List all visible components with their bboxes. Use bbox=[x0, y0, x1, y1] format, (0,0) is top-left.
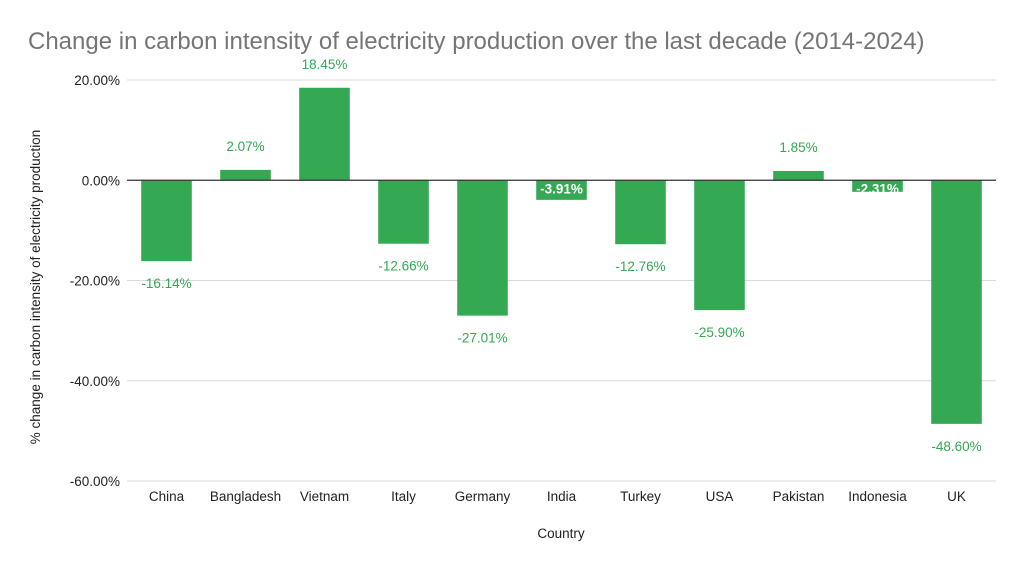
y-tick-label: -60.00% bbox=[70, 474, 120, 489]
bar-india bbox=[536, 180, 587, 200]
x-axis-title: Country bbox=[537, 526, 585, 541]
x-tick-label: Pakistan bbox=[773, 489, 825, 504]
bar-bangladesh bbox=[220, 169, 271, 181]
bar-vietnam bbox=[299, 87, 350, 181]
y-tick-label: -20.00% bbox=[70, 274, 120, 289]
bar-germany bbox=[457, 180, 508, 316]
bar-uk bbox=[931, 180, 982, 424]
x-tick-label: Germany bbox=[455, 489, 511, 504]
bar-indonesia bbox=[852, 180, 903, 192]
data-label: -25.90% bbox=[694, 325, 744, 340]
bars bbox=[141, 87, 982, 424]
chart-title: Change in carbon intensity of electricit… bbox=[28, 28, 925, 55]
gridlines bbox=[127, 79, 996, 482]
data-label: 1.85% bbox=[779, 140, 817, 155]
y-tick-label: 20.00% bbox=[74, 73, 120, 88]
x-tick-label: Bangladesh bbox=[210, 489, 281, 504]
y-tick-label: 0.00% bbox=[82, 173, 120, 188]
data-label: -48.60% bbox=[931, 439, 981, 454]
x-tick-label: Indonesia bbox=[848, 489, 907, 504]
x-tick-label: China bbox=[149, 489, 185, 504]
data-labels: -16.14% 2.07% 18.45% -12.66% -27.01% -3.91% -1… bbox=[141, 57, 981, 454]
bar-pakistan bbox=[773, 170, 824, 181]
bar-turkey bbox=[615, 180, 666, 245]
data-label: -12.76% bbox=[615, 259, 665, 274]
data-label: 18.45% bbox=[302, 57, 348, 72]
x-tick-label: Vietnam bbox=[300, 489, 349, 504]
bar-italy bbox=[378, 180, 429, 244]
data-label: -16.14% bbox=[141, 276, 191, 291]
y-axis-title: % change in carbon intensity of electric… bbox=[28, 130, 43, 444]
data-label: -27.01% bbox=[457, 331, 507, 346]
y-axis-ticks: 20.00% 0.00% -20.00% -40.00% -60.00% bbox=[70, 73, 120, 489]
x-tick-label: UK bbox=[947, 489, 966, 504]
bar-usa bbox=[694, 180, 745, 311]
y-tick-label: -40.00% bbox=[70, 374, 120, 389]
x-tick-label: Italy bbox=[391, 489, 416, 504]
x-axis-ticks: China Bangladesh Vietnam Italy Germany India T… bbox=[149, 489, 966, 504]
data-label: -3.91% bbox=[540, 181, 583, 196]
data-label: -12.66% bbox=[378, 259, 428, 274]
x-tick-label: USA bbox=[706, 489, 734, 504]
data-label: 2.07% bbox=[226, 139, 264, 154]
bar-china bbox=[141, 180, 192, 262]
x-tick-label: Turkey bbox=[620, 489, 661, 504]
data-label: -2.31% bbox=[856, 181, 899, 196]
x-tick-label: India bbox=[547, 489, 577, 504]
